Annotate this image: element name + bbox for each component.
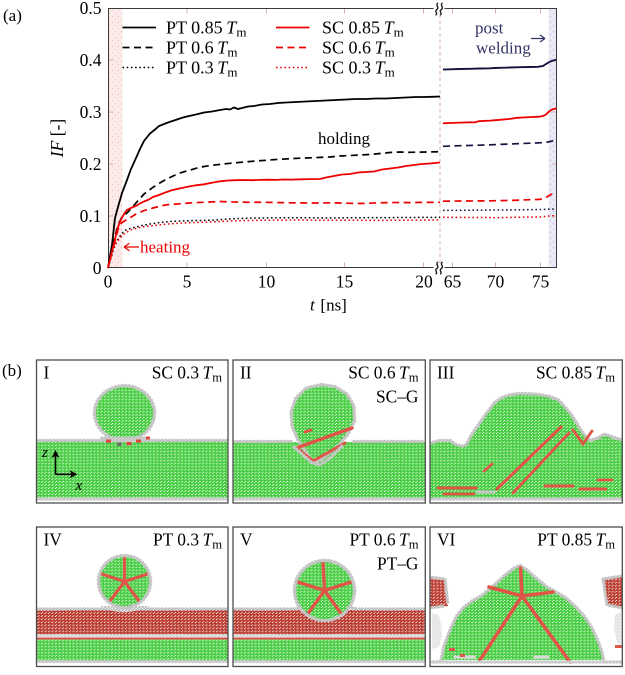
svg-text:20: 20	[415, 272, 433, 292]
svg-text:10: 10	[258, 272, 276, 292]
svg-text:0.1: 0.1	[80, 206, 102, 226]
svg-text:post: post	[475, 19, 504, 38]
svg-text:PT 0.3 Tm: PT 0.3 Tm	[153, 530, 222, 552]
svg-text:IF [-]: IF [-]	[47, 119, 67, 158]
svg-text:holding: holding	[318, 129, 370, 148]
svg-text:V: V	[240, 530, 253, 550]
svg-text:PT 0.6 Tm: PT 0.6 Tm	[166, 38, 237, 60]
svg-text:SC 0.3 Tm: SC 0.3 Tm	[322, 58, 395, 80]
svg-text:PT 0.85 Tm: PT 0.85 Tm	[166, 18, 246, 40]
svg-text:0: 0	[104, 272, 113, 292]
svg-text:PT 0.3 Tm: PT 0.3 Tm	[166, 58, 237, 80]
svg-text:0.2: 0.2	[80, 154, 102, 174]
svg-text:x: x	[75, 478, 83, 494]
svg-text:II: II	[240, 363, 252, 383]
svg-text:0: 0	[93, 258, 102, 278]
svg-text:75: 75	[532, 272, 550, 292]
svg-text:SC 0.85 Tm: SC 0.85 Tm	[536, 363, 615, 385]
svg-text:SC 0.6 Tm: SC 0.6 Tm	[348, 363, 419, 385]
svg-text:VI: VI	[437, 530, 456, 550]
svg-text:0.5: 0.5	[80, 0, 102, 18]
svg-text:(a): (a)	[3, 6, 22, 25]
svg-text:t [ns]: t [ns]	[310, 296, 347, 315]
svg-text:PT–G: PT–G	[377, 554, 419, 574]
svg-text:SC 0.3 Tm: SC 0.3 Tm	[152, 363, 223, 385]
svg-text:65: 65	[444, 272, 462, 292]
svg-text:PT 0.85 Tm: PT 0.85 Tm	[537, 530, 615, 552]
svg-text:SC 0.6 Tm: SC 0.6 Tm	[322, 38, 395, 60]
svg-text:z: z	[41, 445, 48, 461]
svg-text:welding: welding	[476, 39, 531, 58]
svg-text:0.4: 0.4	[80, 50, 102, 70]
svg-text:15: 15	[336, 272, 354, 292]
svg-text:IV: IV	[44, 530, 63, 550]
svg-text:I: I	[44, 363, 50, 383]
svg-text:70: 70	[487, 272, 505, 292]
svg-text:PT 0.6 Tm: PT 0.6 Tm	[349, 530, 418, 552]
svg-text:III: III	[437, 363, 455, 383]
svg-text:(b): (b)	[2, 361, 22, 380]
svg-text:SC 0.85 Tm: SC 0.85 Tm	[322, 18, 404, 40]
svg-text:SC–G: SC–G	[376, 387, 419, 407]
svg-text:heating: heating	[140, 238, 191, 257]
svg-text:0.3: 0.3	[80, 102, 102, 122]
svg-text:5: 5	[183, 272, 192, 292]
